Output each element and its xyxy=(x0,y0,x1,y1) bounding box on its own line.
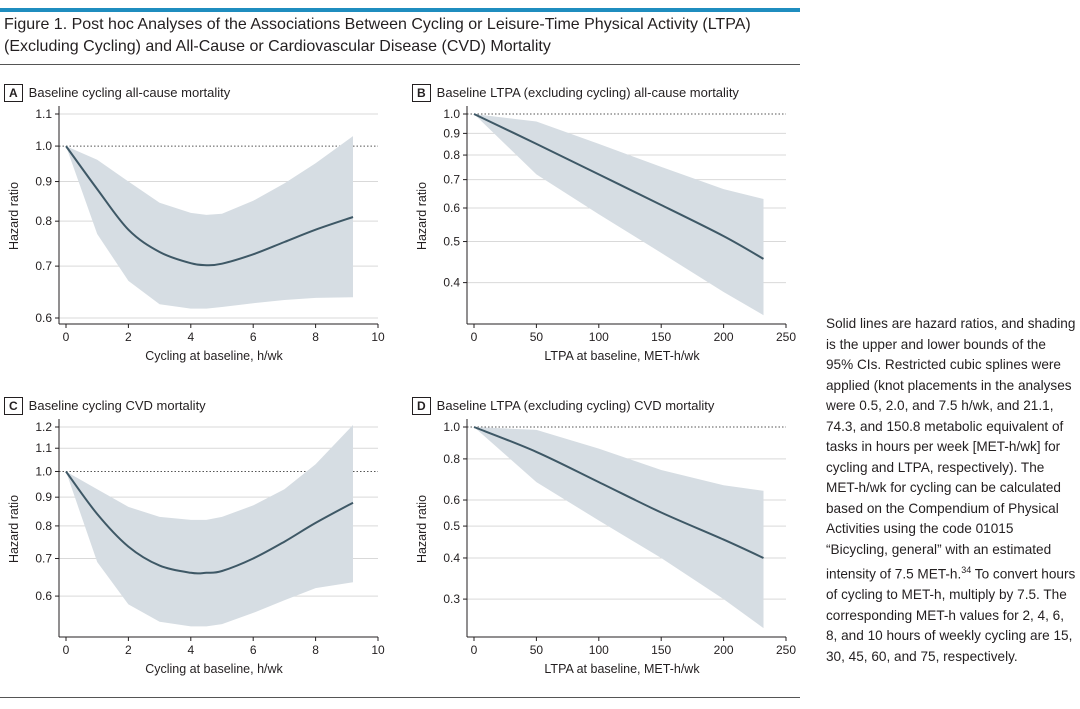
panel-a-y-tick-label: 0.7 xyxy=(35,259,52,273)
accent-bar xyxy=(0,8,800,12)
panel-a-y-axis-label: Hazard ratio xyxy=(7,182,21,250)
panel-c-x-tick-label: 0 xyxy=(63,643,70,657)
panel-b-x-axis-label: LTPA at baseline, MET-h/wk xyxy=(544,349,700,363)
panel-a-label: A Baseline cycling all-cause mortality xyxy=(4,84,230,102)
panel-d-x-tick-label: 250 xyxy=(776,643,796,657)
panel-b-y-tick-label: 0.9 xyxy=(443,126,460,140)
panel-d-x-tick-label: 0 xyxy=(471,643,478,657)
panel-a-x-tick-label: 2 xyxy=(125,330,132,344)
panel-b-x-tick-label: 50 xyxy=(530,330,544,344)
bottom-divider xyxy=(0,697,800,698)
panel-b-chart: 0.4 0.5 0.6 0.7 0.8 0.9 1.0 0 50 100 150 200 250 LTPA… xyxy=(415,106,796,363)
panel-c-x-tick-label: 4 xyxy=(187,643,194,657)
panel-c-y-axis-label: Hazard ratio xyxy=(7,495,21,563)
panel-c-x-tick-label: 8 xyxy=(312,643,319,657)
panel-b-letter: B xyxy=(412,84,431,102)
panel-c-title: Baseline cycling CVD mortality xyxy=(28,398,206,413)
panel-a-y-tick-label: 0.9 xyxy=(35,175,52,189)
panel-a-x-tick-label: 10 xyxy=(371,330,385,344)
panel-c-hazard-line xyxy=(65,470,354,575)
panel-b: B Baseline LTPA (excluding cycling) all-c… xyxy=(408,82,808,382)
panel-b-x-tick-label: 0 xyxy=(471,330,478,344)
panel-b-ci-band xyxy=(474,114,764,316)
panel-d-y-tick-label: 0.6 xyxy=(443,493,460,507)
panel-c-y-tick-label: 0.8 xyxy=(35,519,52,533)
panel-b-y-tick-label: 0.8 xyxy=(443,148,460,162)
panel-d-x-tick-label: 200 xyxy=(714,643,734,657)
panel-d-y-tick-label: 1.0 xyxy=(443,420,460,434)
panel-c-label: C Baseline cycling CVD mortality xyxy=(4,397,206,415)
panel-d-y-tick-label: 0.8 xyxy=(443,452,460,466)
panel-d-y-tick-label: 0.4 xyxy=(443,551,460,565)
panel-b-y-tick-label: 0.4 xyxy=(443,276,460,290)
caption-reference: 34 xyxy=(961,565,972,575)
panel-a-y-tick-label: 1.1 xyxy=(35,107,52,121)
panel-c-y-tick-label: 0.7 xyxy=(35,551,52,565)
panel-c-y-tick-label: 0.9 xyxy=(35,490,52,504)
panel-d-x-tick-label: 50 xyxy=(530,643,544,657)
panel-c-y-tick-label: 1.0 xyxy=(35,464,52,478)
panel-a-x-tick-label: 6 xyxy=(250,330,257,344)
panel-a-chart: 0.6 0.7 0.8 0.9 1.0 1.1 0 2 4 6 8 10 Cycling at base… xyxy=(7,106,385,363)
panel-a-letter: A xyxy=(4,84,23,102)
panel-a-hazard-line xyxy=(65,145,354,267)
panel-c-ci-band xyxy=(66,425,353,627)
panel-c: C Baseline cycling CVD mortality 0.6 0.7 0.… xyxy=(0,395,400,695)
panel-c-y-tick-label: 0.6 xyxy=(35,589,52,603)
panel-d-x-axis-label: LTPA at baseline, MET-h/wk xyxy=(544,662,700,676)
panel-b-y-axis-label: Hazard ratio xyxy=(415,182,429,250)
panel-c-x-tick-label: 2 xyxy=(125,643,132,657)
panel-d-label: D Baseline LTPA (excluding cycling) CVD m… xyxy=(412,397,714,415)
panel-b-x-tick-label: 250 xyxy=(776,330,796,344)
panel-a-y-tick-label: 1.0 xyxy=(35,139,52,153)
panel-d-ci-band xyxy=(474,427,764,629)
panel-d-y-axis-label: Hazard ratio xyxy=(415,495,429,563)
panel-b-y-tick-label: 1.0 xyxy=(443,107,460,121)
panel-b-y-tick-label: 0.7 xyxy=(443,173,460,187)
panel-b-label: B Baseline LTPA (excluding cycling) all-c… xyxy=(412,84,739,102)
panel-b-y-tick-label: 0.5 xyxy=(443,235,460,249)
panel-d-title: Baseline LTPA (excluding cycling) CVD mo… xyxy=(436,398,715,413)
panel-a-x-axis-label: Cycling at baseline, h/wk xyxy=(145,349,283,363)
panel-d-x-tick-label: 150 xyxy=(651,643,671,657)
panel-b-x-tick-label: 200 xyxy=(714,330,734,344)
panel-a-x-tick-label: 8 xyxy=(312,330,319,344)
panel-a-title: Baseline cycling all-cause mortality xyxy=(28,85,231,100)
panel-d-y-tick-label: 0.3 xyxy=(443,592,460,606)
panel-a: A Baseline cycling all-cause mortality 0.… xyxy=(0,82,400,382)
panel-a-y-tick-label: 0.6 xyxy=(35,311,52,325)
panel-d: D Baseline LTPA (excluding cycling) CVD m… xyxy=(408,395,808,695)
panel-a-x-tick-label: 0 xyxy=(63,330,70,344)
panel-d-letter: D xyxy=(412,397,431,415)
caption-text-end: To convert hours of cycling to MET-h, mu… xyxy=(826,566,1076,664)
panel-a-y-tick-label: 0.8 xyxy=(35,214,52,228)
title-divider xyxy=(0,64,800,65)
figure-caption: Solid lines are hazard ratios, and shadi… xyxy=(826,314,1076,667)
panel-b-x-tick-label: 150 xyxy=(651,330,671,344)
panel-c-x-axis-label: Cycling at baseline, h/wk xyxy=(145,662,283,676)
panel-c-letter: C xyxy=(4,397,23,415)
panel-a-ci-band xyxy=(66,136,353,309)
panel-b-x-tick-label: 100 xyxy=(589,330,609,344)
panel-b-y-tick-label: 0.6 xyxy=(443,201,460,215)
panel-c-y-tick-label: 1.1 xyxy=(35,441,52,455)
panel-c-y-tick-label: 1.2 xyxy=(35,420,52,434)
figure-title: Figure 1. Post hoc Analyses of the Assoc… xyxy=(4,16,751,55)
panel-a-x-tick-label: 4 xyxy=(187,330,194,344)
panel-c-x-tick-label: 10 xyxy=(371,643,385,657)
panel-d-chart: 0.3 0.4 0.5 0.6 0.8 1.0 0 50 100 150 200 250 LTPA at… xyxy=(415,419,796,676)
panel-c-chart: 0.6 0.7 0.8 0.9 1.0 1.1 1.2 0 2 4 6 8 10 Cycling at b… xyxy=(7,419,385,676)
panel-c-x-tick-label: 6 xyxy=(250,643,257,657)
panel-d-y-tick-label: 0.5 xyxy=(443,519,460,533)
panel-b-hazard-line xyxy=(473,113,764,260)
caption-text: Solid lines are hazard ratios, and shadi… xyxy=(826,316,1076,582)
panel-d-hazard-line xyxy=(473,426,764,559)
panel-d-x-tick-label: 100 xyxy=(589,643,609,657)
panel-b-title: Baseline LTPA (excluding cycling) all-ca… xyxy=(436,85,739,100)
